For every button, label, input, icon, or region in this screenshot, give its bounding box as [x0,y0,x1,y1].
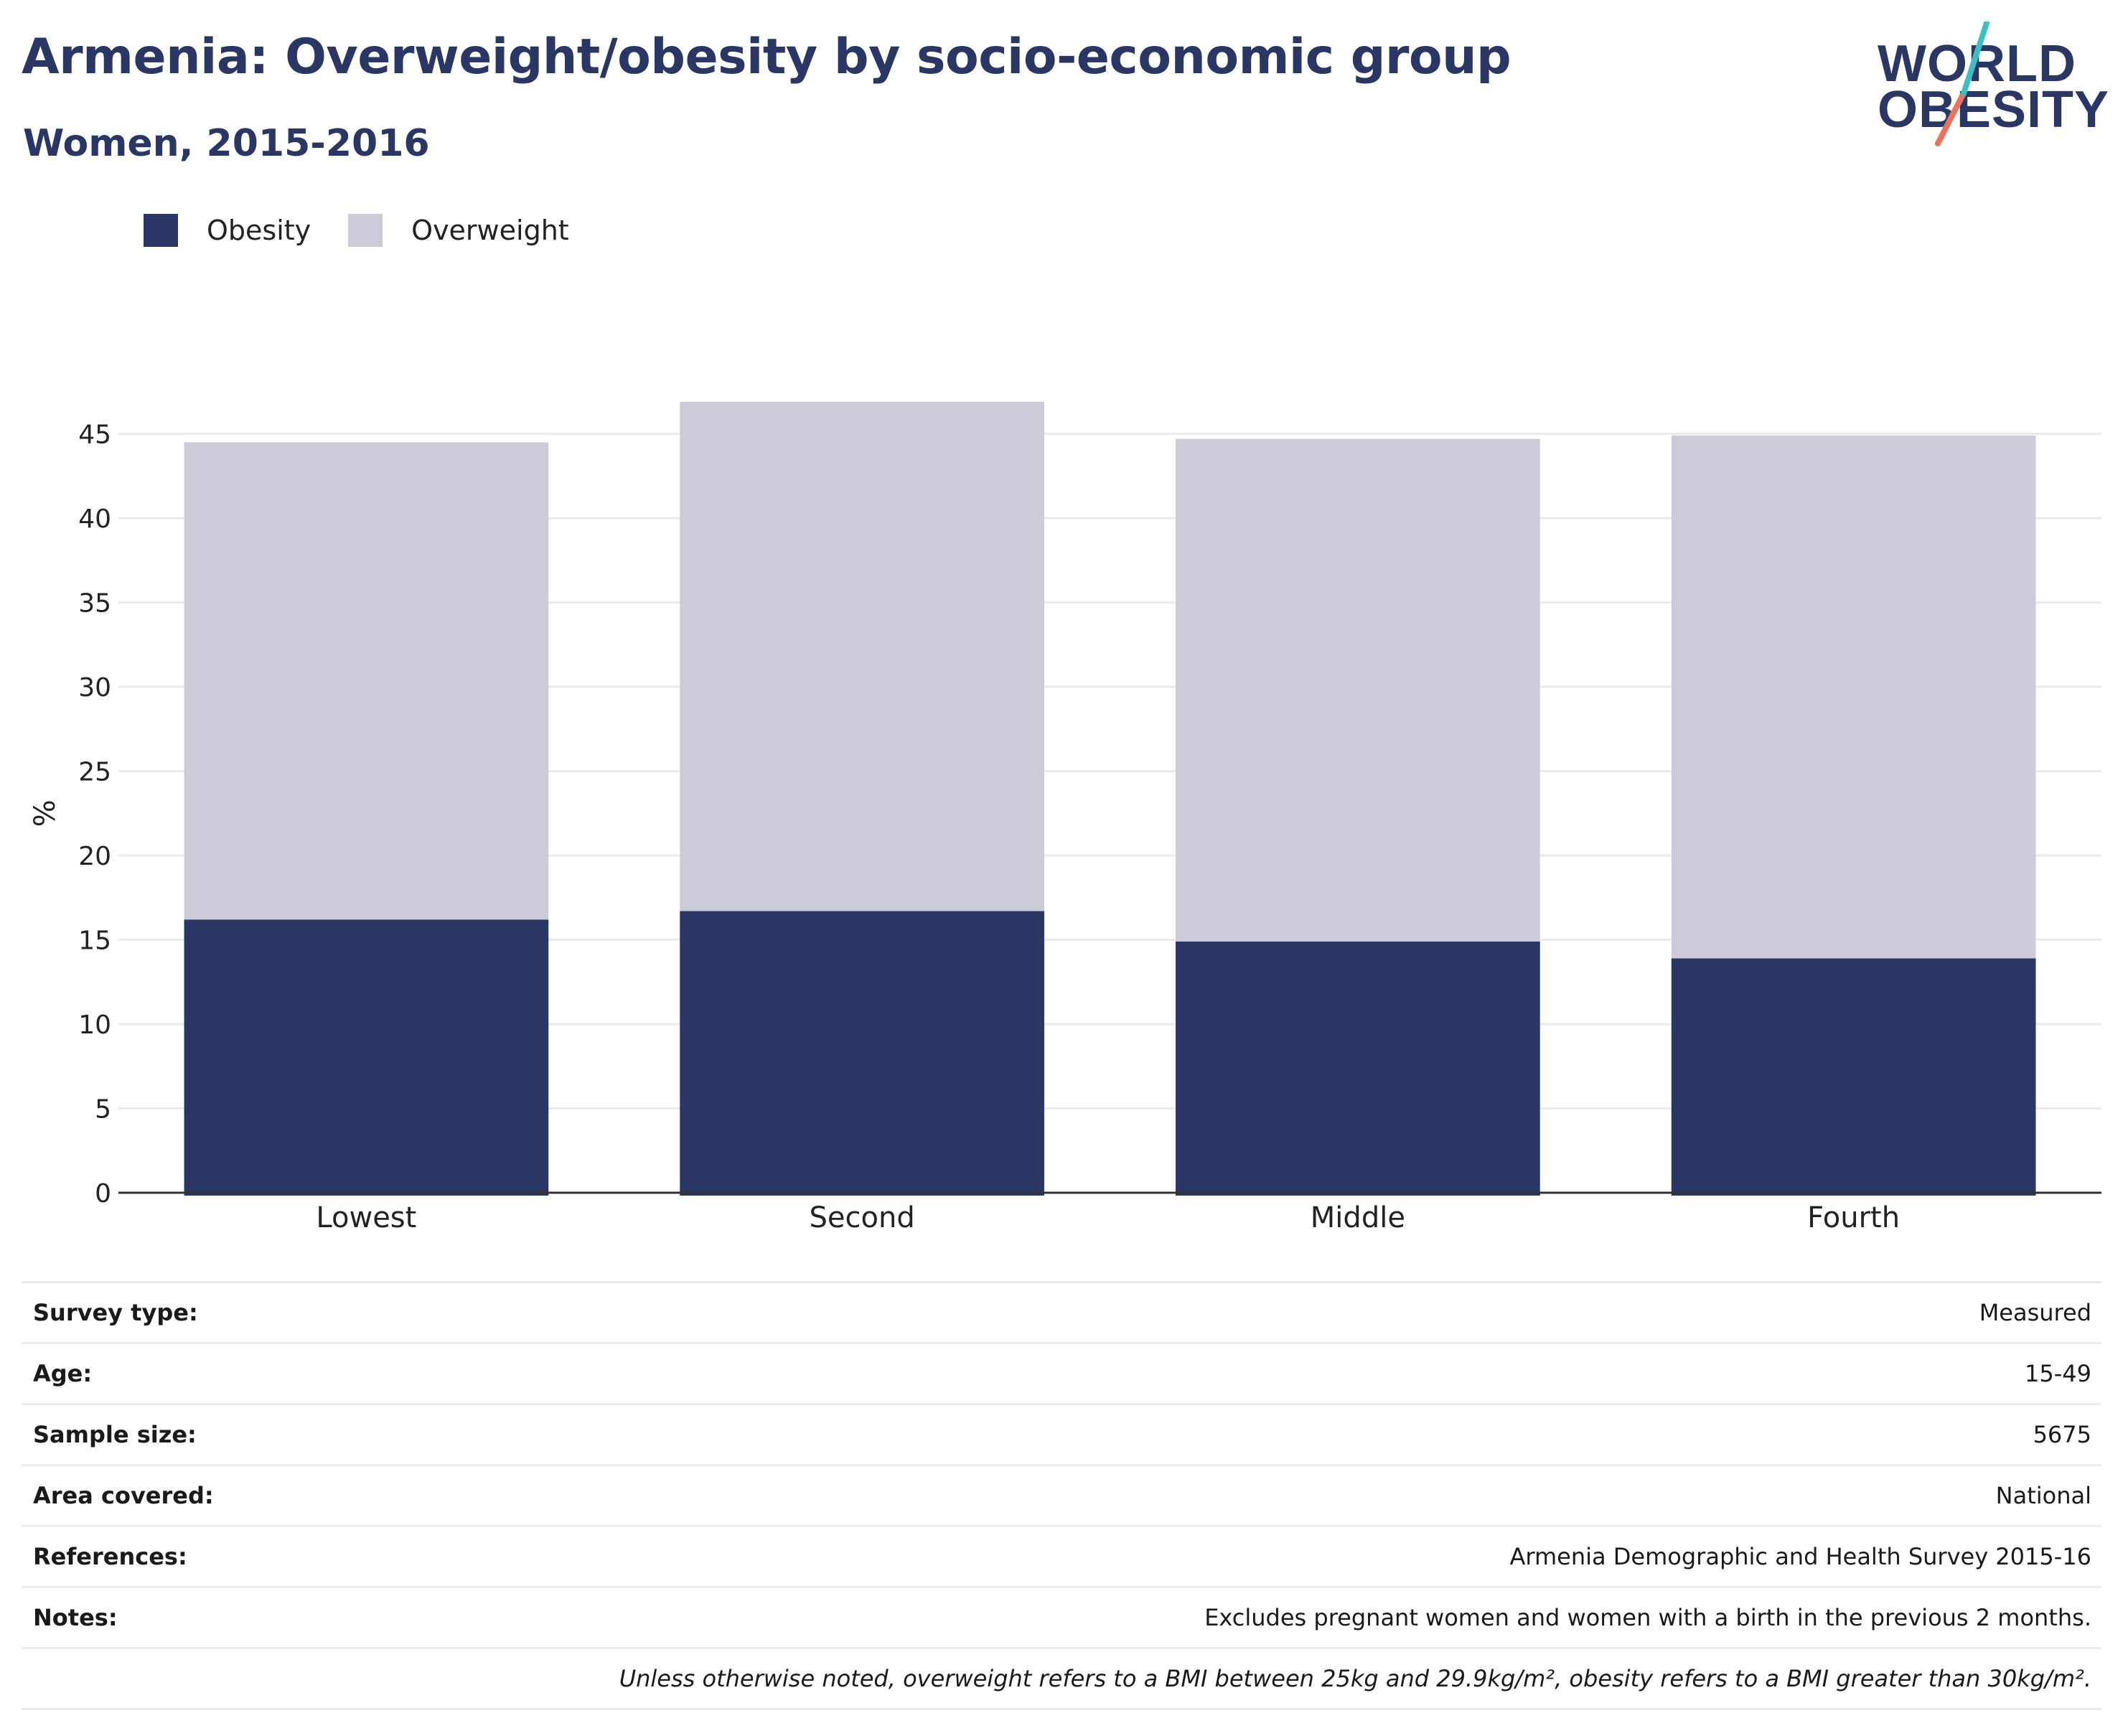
meta-row: Area covered: National [22,1464,2101,1525]
y-tick-label: 25 [78,758,111,787]
y-tick-label: 5 [95,1095,111,1125]
meta-label: Sample size: [33,1421,197,1448]
y-tick-label: 40 [78,505,111,534]
legend-swatch-overweight [348,214,383,247]
logo-word-obesity: OBESITY [1878,81,2110,139]
legend-label-overweight: Overweight [411,215,569,246]
bmi-definition-footnote: Unless otherwise noted, overweight refer… [619,1665,2091,1692]
logo-slash-icon [1935,22,1990,146]
meta-footnote-row: Unless otherwise noted, overweight refer… [22,1647,2101,1710]
meta-value: Excludes pregnant women and women with a… [1204,1604,2091,1631]
meta-value: Measured [1979,1299,2091,1326]
y-tick-label: 35 [78,589,111,619]
meta-row: Sample size: 5675 [22,1403,2101,1464]
chart-title: Armenia: Overweight/obesity by socio-eco… [22,29,1512,85]
meta-row: Notes: Excludes pregnant women and women … [22,1586,2101,1647]
bar-overweight-middle [1176,438,1540,942]
meta-label: Notes: [33,1604,118,1631]
chart-legend: Obesity Overweight [144,214,606,247]
bar-overweight-fourth [1671,435,2036,959]
legend-swatch-obesity [144,214,178,247]
bar-obesity-middle [1176,941,1540,1196]
y-tick-label: 30 [78,673,111,703]
x-category-label: Middle [1311,1201,1405,1234]
bar-obesity-fourth [1671,958,2036,1196]
meta-row: References: Armenia Demographic and Healt… [22,1525,2101,1586]
y-tick-label: 10 [78,1010,111,1040]
world-obesity-logo: WORLD OBESITY [1866,22,2110,158]
bar-obesity-second [680,911,1044,1196]
stacked-bar-chart: 0 5 10 15 20 25 30 35 40 45% Lowest Second Middle Fou… [29,401,2101,1234]
meta-label: Area covered: [33,1482,214,1509]
bar-overweight-lowest [184,442,549,920]
meta-value: Armenia Demographic and Health Survey 20… [1509,1543,2091,1570]
meta-row: Survey type: Measured [22,1281,2101,1342]
bar-overweight-second [680,401,1044,911]
y-tick-label: 15 [78,926,111,956]
bar-obesity-lowest [184,919,549,1196]
y-axis-title: % [29,799,62,827]
chart-subtitle: Women, 2015-2016 [23,122,430,165]
meta-label: Survey type: [33,1299,198,1326]
legend-item-overweight: Overweight [348,214,569,247]
x-category-label: Second [810,1201,915,1234]
meta-value: National [1995,1482,2091,1509]
meta-value: 5675 [2033,1421,2091,1448]
meta-label: References: [33,1543,187,1570]
survey-metadata-table: Survey type: Measured Age: 15-49 Sample size… [22,1281,2101,1710]
y-tick-label: 0 [95,1179,111,1209]
y-tick-label: 20 [78,842,111,871]
legend-item-obesity: Obesity [144,214,311,247]
y-tick-label: 45 [78,421,111,450]
meta-value: 15-49 [2025,1360,2091,1387]
meta-label: Age: [33,1360,93,1387]
x-category-label: Fourth [1807,1201,1900,1234]
x-category-label: Lowest [316,1201,416,1234]
legend-label-obesity: Obesity [207,215,311,246]
meta-row: Age: 15-49 [22,1342,2101,1403]
